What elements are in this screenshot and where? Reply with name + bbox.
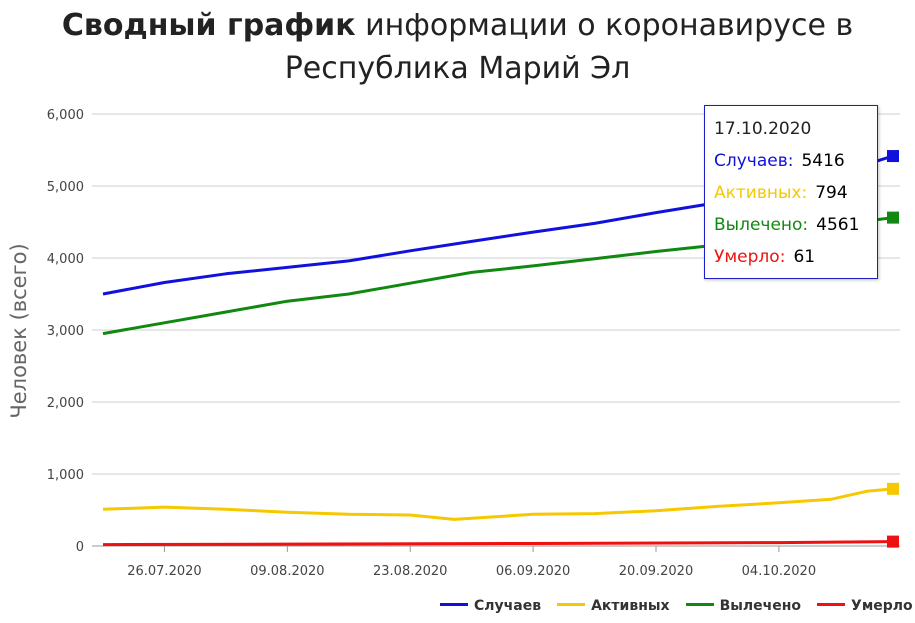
legend-label: Случаев — [474, 598, 542, 614]
x-tick-label: 20.09.2020 — [619, 564, 693, 579]
series-line[interactable] — [102, 487, 894, 521]
legend-item-active[interactable]: Активных — [557, 598, 670, 614]
tooltip-date: 17.10.2020 — [714, 119, 812, 139]
y-tick-label: 6,000 — [47, 108, 84, 123]
x-tick-label: 09.08.2020 — [250, 564, 324, 579]
legend-swatch — [685, 602, 714, 606]
y-tick-label: 4,000 — [47, 252, 84, 267]
legend-label: Активных — [591, 598, 670, 614]
hover-tooltip: 17.10.2020 Случаев: 5416 Активных: 794 Выл… — [704, 105, 878, 279]
series-line[interactable] — [102, 540, 894, 547]
tooltip-value: 61 — [793, 247, 816, 267]
series-end-marker[interactable] — [887, 150, 899, 163]
series-end-marker[interactable] — [887, 535, 899, 548]
y-tick-label: 2,000 — [47, 396, 84, 411]
series-end-marker[interactable] — [887, 211, 899, 224]
chart-title-rest: информации о коронавирусе в Республика М… — [284, 8, 854, 86]
legend-swatch — [817, 602, 846, 606]
legend-swatch — [557, 602, 586, 606]
y-tick-label: 5,000 — [47, 180, 84, 195]
chart-title: Сводный график информации о коронавирусе… — [0, 4, 915, 90]
tooltip-label: Умерло: — [714, 247, 786, 267]
tooltip-row-recovered: Вылечено: 4561 — [714, 214, 877, 246]
legend-item-cases[interactable]: Случаев — [440, 598, 541, 614]
y-tick-label: 0 — [76, 540, 84, 555]
x-tick-label: 06.09.2020 — [496, 564, 570, 579]
tooltip-value: 794 — [815, 183, 848, 203]
x-axis-ticks: 26.07.2020 09.08.2020 23.08.2020 06.09.2020… — [127, 564, 816, 579]
legend-item-deaths[interactable]: Умерло — [817, 598, 913, 614]
series-end-marker[interactable] — [887, 482, 899, 495]
tooltip-row-deaths: Умерло: 61 — [714, 246, 877, 278]
x-tick-label: 04.10.2020 — [742, 564, 816, 579]
x-tick-label: 26.07.2020 — [127, 564, 201, 579]
tooltip-label: Случаев: — [714, 151, 794, 171]
tooltip-label: Вылечено: — [714, 215, 809, 235]
legend-label: Вылечено — [719, 598, 802, 614]
tooltip-value: 4561 — [816, 215, 860, 235]
chart-legend: Случаев Активных Вылечено Умерло — [440, 598, 913, 614]
tooltip-label: Активных: — [714, 183, 808, 203]
tooltip-row-active: Активных: 794 — [714, 182, 877, 214]
tooltip-value: 5416 — [801, 151, 845, 171]
tooltip-row-cases: Случаев: 5416 — [714, 150, 877, 182]
x-tick-label: 23.08.2020 — [373, 564, 447, 579]
legend-label: Умерло — [851, 598, 913, 614]
legend-swatch — [440, 602, 468, 606]
chart-title-bold: Сводный график — [61, 8, 356, 43]
y-axis-ticks: 0 1,000 2,000 3,000 4,000 5,000 6,000 — [47, 108, 84, 555]
y-axis-label: Человек (всего) — [7, 243, 31, 418]
y-tick-label: 3,000 — [47, 324, 84, 339]
y-tick-label: 1,000 — [47, 468, 84, 483]
legend-item-recovered[interactable]: Вылечено — [685, 598, 802, 614]
